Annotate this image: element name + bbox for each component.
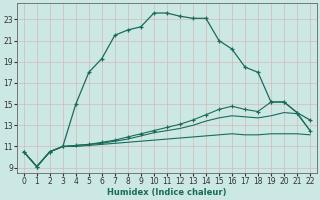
X-axis label: Humidex (Indice chaleur): Humidex (Indice chaleur) (107, 188, 227, 197)
